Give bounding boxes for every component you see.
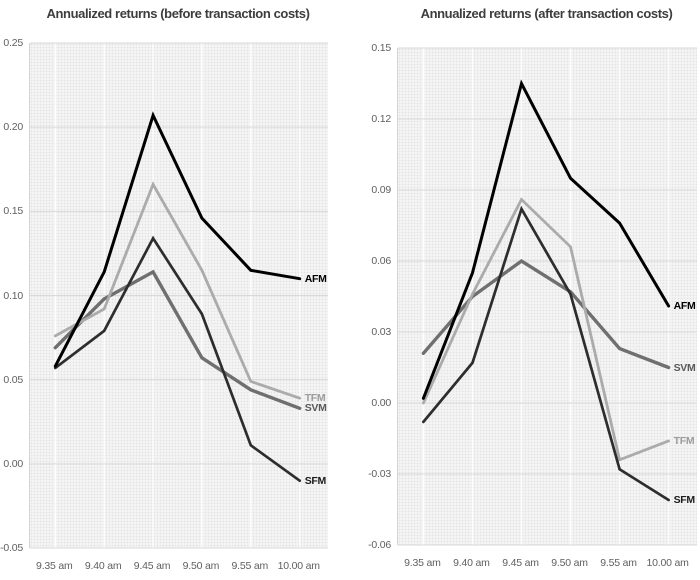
series-end-label-AFM: AFM — [673, 299, 696, 312]
plot-area — [397, 47, 697, 546]
x-axis-tick-label: 9.35 am — [36, 560, 73, 572]
series-end-label-AFM: AFM — [304, 272, 327, 285]
x-axis-tick-label: 9.40 am — [84, 560, 122, 572]
chart-before-transaction-costs: Annualized returns (before transaction c… — [0, 0, 340, 580]
plot-canvas — [30, 42, 328, 549]
x-axis-tick-label: 9.35 am — [404, 557, 441, 569]
y-axis-tick-label: 0.25 — [3, 37, 23, 49]
x-axis-tick-label: 9.50 am — [551, 557, 588, 569]
x-axis-tick-label: 10.00 am — [646, 557, 689, 569]
y-axis-tick-label: 0.00 — [371, 397, 391, 409]
series-line-TFM — [421, 197, 671, 462]
y-axis-tick-label: 0.00 — [3, 457, 23, 470]
y-axis-tick-label: 0.06 — [371, 255, 391, 267]
y-axis-tick-label: 0.12 — [371, 113, 391, 125]
y-axis-tick-label: 0.20 — [3, 121, 23, 134]
series-end-label-TFM: TFM — [673, 434, 695, 447]
series-line-AFM — [53, 111, 302, 368]
series-line-SFM — [422, 205, 670, 502]
y-axis-tick-label: 0.10 — [3, 289, 23, 302]
series-line-TFM — [53, 181, 302, 400]
y-axis-tick-label: 0.15 — [371, 42, 391, 54]
y-axis-tick-label: 0.05 — [3, 373, 23, 386]
series-end-label-SVM: SVM — [673, 361, 696, 374]
series-line-SVM — [421, 258, 671, 370]
plot-area — [29, 42, 328, 549]
series-end-label-SFM: SFM — [673, 494, 696, 507]
y-axis-tick-label: 0.15 — [3, 205, 23, 218]
x-axis-tick-label: 9.50 am — [182, 560, 220, 572]
series-end-label-SVM: SVM — [304, 402, 327, 415]
chart-title-before-costs: Annualized returns (before transaction c… — [46, 6, 310, 21]
series-line-SVM — [53, 269, 302, 410]
x-axis-tick-label: 9.55 am — [600, 557, 637, 569]
x-axis-tick-label: 9.55 am — [231, 560, 269, 572]
series-end-label-TFM: TFM — [304, 392, 326, 405]
chart-after-transaction-costs: Annualized returns (after transaction co… — [350, 0, 700, 580]
chart-title-after-costs: Annualized returns (after transaction co… — [420, 6, 673, 21]
series-line-SFM — [53, 235, 302, 483]
series-end-label-SFM: SFM — [304, 474, 327, 487]
x-axis-tick-label: 9.45 am — [502, 557, 539, 569]
y-axis-tick-label: 0.03 — [371, 326, 391, 338]
y-axis-tick-label: -0.05 — [0, 542, 23, 554]
x-axis-tick-label: 10.00 am — [277, 560, 320, 572]
y-axis-tick-label: -0.03 — [368, 468, 391, 480]
plot-canvas — [398, 47, 697, 546]
series-line-AFM — [421, 79, 671, 400]
y-axis-tick-label: -0.06 — [368, 539, 391, 551]
x-axis-tick-label: 9.40 am — [453, 557, 490, 569]
y-axis-tick-label: 0.09 — [371, 184, 391, 196]
x-axis-tick-label: 9.45 am — [133, 560, 171, 572]
